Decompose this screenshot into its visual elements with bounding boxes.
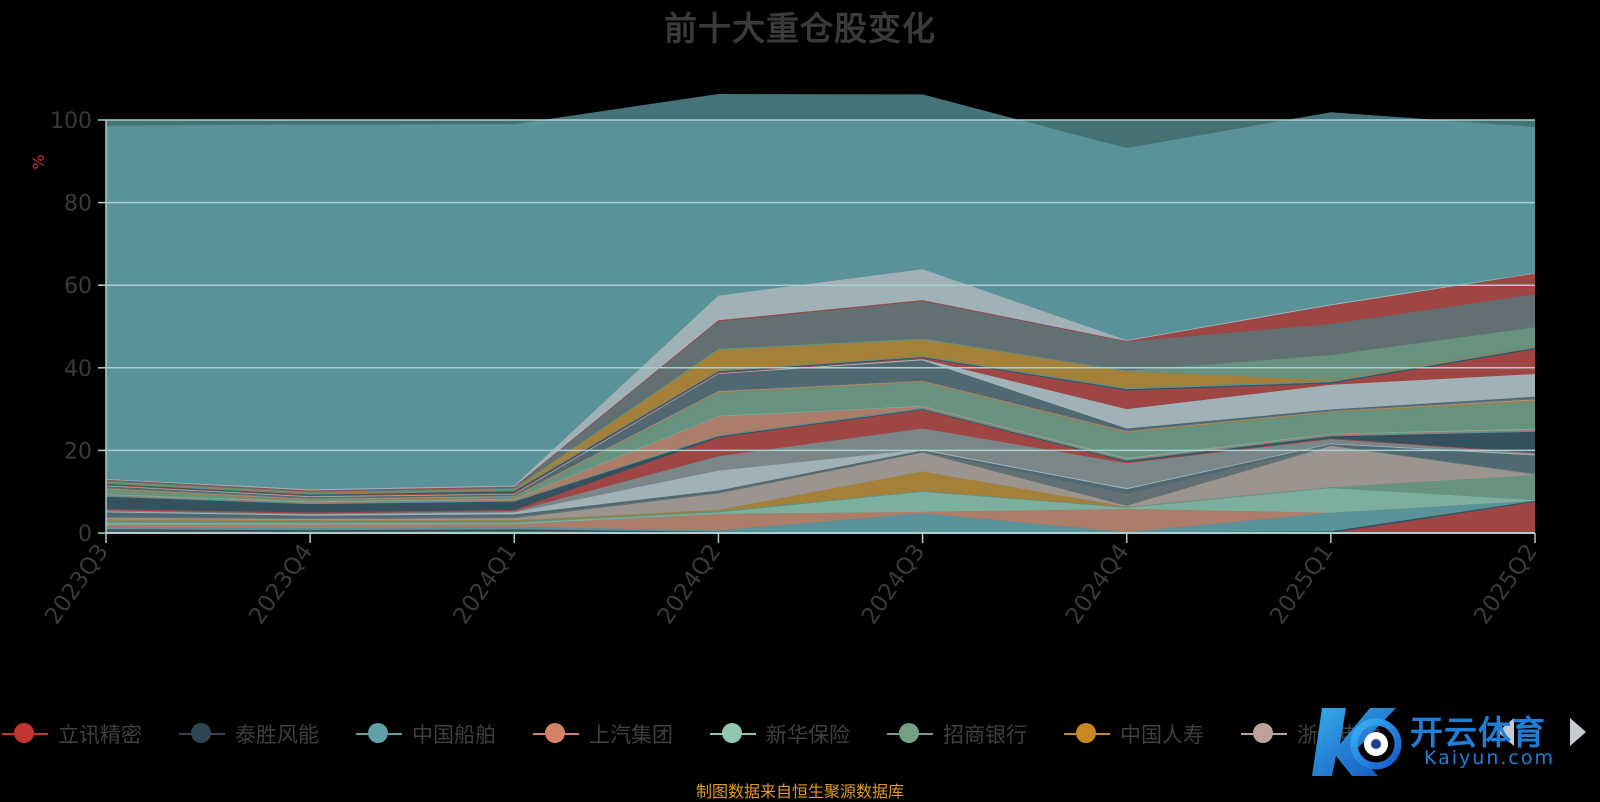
area-series-28 (106, 327, 1535, 493)
legend-next-page-icon[interactable] (1570, 718, 1586, 746)
area-series-10 (106, 444, 1535, 518)
legend-marker-dot (899, 723, 919, 743)
area-series-18 (106, 382, 1535, 502)
legend-item[interactable]: 新华保险 (708, 716, 850, 752)
legend-item-label: 立讯精密 (58, 723, 142, 747)
area-series-4 (106, 500, 1535, 533)
y-tick-label: 100 (50, 109, 92, 134)
legend-marker-dot (1253, 723, 1273, 743)
legend-item-label: 新华保险 (766, 723, 850, 747)
area-series-32 (106, 94, 1535, 490)
x-tick-label: 2024Q2 (653, 540, 727, 630)
legend-item-label: 招商银行 (943, 723, 1027, 747)
area-series-13 (106, 409, 1535, 514)
x-tick-label: 2023Q4 (244, 540, 318, 630)
soccer-ball-icon (1312, 708, 1402, 776)
legend-marker-icon (177, 716, 227, 752)
legend-item[interactable]: 立讯精密 (0, 716, 142, 752)
legend-marker-dot (545, 723, 565, 743)
legend-marker-icon (1062, 716, 1112, 752)
legend-item-label: 中国船舶 (412, 723, 496, 747)
area-series-14 (106, 409, 1535, 513)
y-tick-label: 80 (64, 192, 92, 217)
watermark-logo: 开云体育 Kaiyun.com (1312, 700, 1592, 780)
area-series-3 (106, 500, 1535, 533)
x-tick-label: 2025Q1 (1265, 540, 1339, 630)
legend-item[interactable]: 上汽集团 (531, 716, 673, 752)
y-tick-label: 60 (64, 274, 92, 299)
area-series-7 (106, 471, 1535, 522)
legend-marker-dot (722, 723, 742, 743)
legend-marker-dot (368, 723, 388, 743)
area-series-5 (106, 488, 1535, 525)
legend-item[interactable]: 招商银行 (885, 716, 1027, 752)
area-series-8 (106, 445, 1535, 521)
legend-marker-dot (191, 723, 211, 743)
x-tick-label: 2023Q3 (40, 540, 114, 630)
legend-marker-icon (354, 716, 404, 752)
x-tick-label: 2024Q1 (449, 540, 523, 630)
area-series-12 (106, 428, 1535, 515)
area-series-29 (106, 294, 1535, 493)
legend-marker-icon (885, 716, 935, 752)
area-series-27 (106, 339, 1535, 494)
legend-prev-page-icon[interactable] (1498, 718, 1514, 746)
legend-item[interactable]: 泰胜风能 (177, 716, 319, 752)
y-tick-label: 0 (78, 522, 92, 547)
chart-title: 前十大重仓股变化 (664, 9, 936, 48)
legend-marker-dot (1076, 723, 1096, 743)
legend-marker-icon (531, 716, 581, 752)
legend-marker-icon (1239, 716, 1289, 752)
x-tick-label: 2024Q3 (857, 540, 931, 630)
y-axis-label: % (29, 154, 48, 169)
legend-item[interactable]: 中国船舶 (354, 716, 496, 752)
legend-item-label: 泰胜风能 (235, 723, 319, 747)
legend-item-label: 中国人寿 (1120, 723, 1204, 747)
x-tick-label: 2024Q4 (1061, 540, 1135, 630)
legend-marker-dot (14, 723, 34, 743)
x-tick-label: 2025Q2 (1469, 540, 1543, 630)
legend-item[interactable]: 中国人寿 (1062, 716, 1204, 752)
legend-marker-icon (0, 716, 50, 752)
y-tick-label: 40 (64, 357, 92, 382)
legend-item-label: 上汽集团 (589, 723, 673, 747)
area-series-1 (106, 502, 1535, 533)
watermark-subtext: Kaiyun.com (1424, 747, 1555, 769)
watermark-text: 开云体育 (1410, 713, 1546, 752)
source-note: 制图数据来自恒生聚源数据库 (695, 782, 904, 801)
y-tick-label: 20 (64, 439, 92, 464)
legend-marker-icon (708, 716, 758, 752)
